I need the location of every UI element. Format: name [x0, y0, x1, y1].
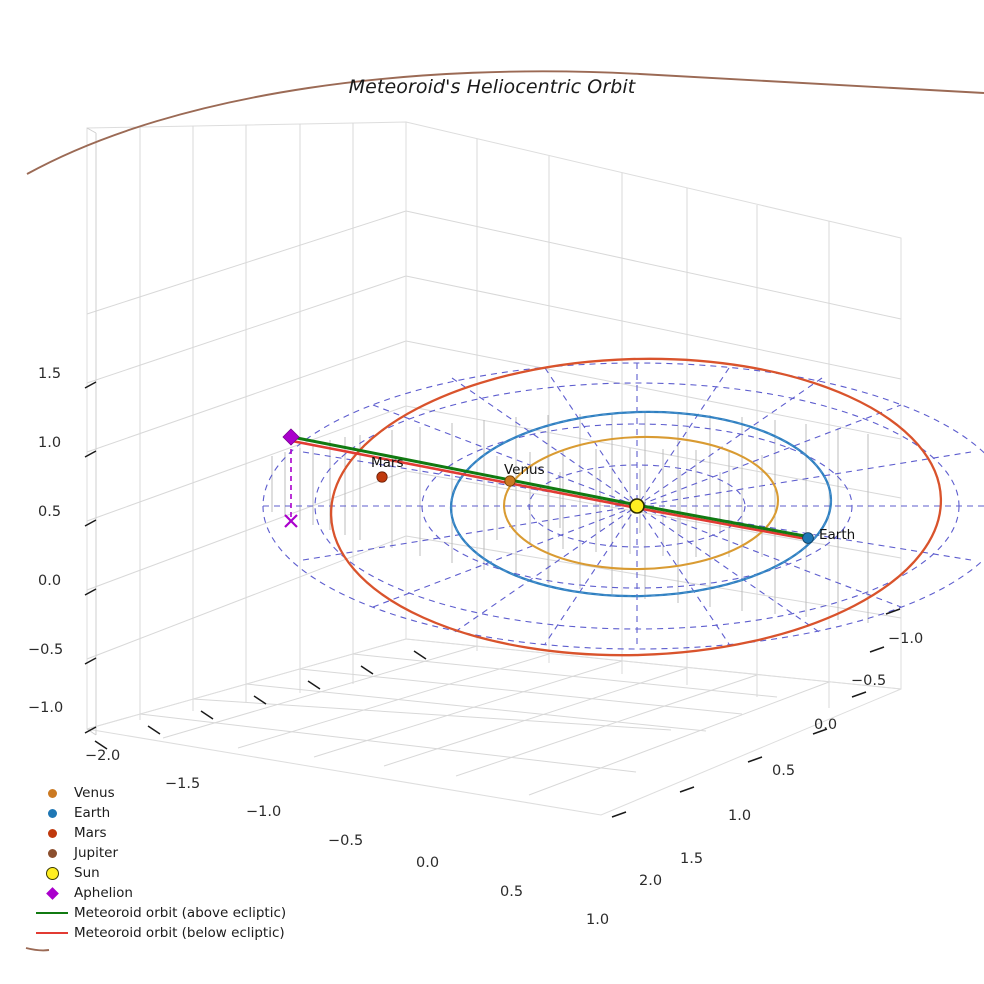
ztick-0: 1.5 [38, 366, 62, 382]
axes-panes [86, 121, 902, 816]
legend-item-earth[interactable]: Earth [30, 803, 330, 823]
xtick-0: −2.0 [85, 748, 121, 764]
earth-dot-icon [30, 808, 74, 818]
pane-back-left [86, 121, 407, 730]
legend-label-venus: Venus [74, 785, 115, 801]
ztick-1: 1.0 [38, 435, 62, 451]
venus-dot-icon [30, 788, 74, 798]
ztick-4: −0.5 [28, 642, 64, 658]
legend-label-aphelion: Aphelion [74, 885, 133, 901]
legend-label-jupiter: Jupiter [74, 845, 119, 861]
earth-orbit [449, 410, 833, 598]
xtick-1: −1.5 [165, 776, 201, 792]
aphelion-marker [282, 428, 300, 446]
ytick-5: −0.5 [851, 673, 887, 689]
ytick-1: 1.5 [680, 851, 704, 867]
axis-struts [86, 127, 97, 736]
label-mars: Mars [371, 455, 404, 471]
aphelion-ground-x [284, 514, 298, 528]
ztick-3: 0.0 [38, 573, 62, 589]
xtick-4: 0.0 [416, 855, 440, 871]
tick-marks [84, 381, 901, 818]
ytick-3: 0.5 [772, 763, 796, 779]
ytick-0: 2.0 [639, 873, 663, 889]
legend-item-mars[interactable]: Mars [30, 823, 330, 843]
green-line-icon [30, 912, 74, 914]
pane-floor [86, 638, 902, 816]
aphelion-group [282, 428, 300, 528]
sun-dot-icon [30, 866, 74, 880]
page-title: Meteoroid's Heliocentric Orbit [348, 76, 636, 98]
legend-label-earth: Earth [74, 805, 111, 821]
xtick-3: −0.5 [328, 833, 364, 849]
red-line-icon [30, 932, 74, 934]
mars-orbit [329, 357, 943, 657]
meteoroid-orbit-below [290, 439, 814, 542]
earth-marker [802, 532, 814, 544]
mars-marker [376, 471, 388, 483]
ytick-4: 0.0 [814, 717, 838, 733]
ytick-6: −1.0 [888, 631, 924, 647]
jupiter-orbit [25, 70, 984, 952]
venus-marker [504, 475, 516, 487]
aphelion-diamond-icon [30, 886, 74, 900]
label-earth: Earth [819, 527, 856, 543]
legend-label-mars: Mars [74, 825, 107, 841]
ztick-5: −1.0 [28, 700, 64, 716]
xtick-6: 1.0 [586, 912, 610, 928]
sun-marker [629, 498, 645, 514]
mars-dot-icon [30, 828, 74, 838]
legend-item-sun[interactable]: Sun [30, 863, 330, 883]
xtick-2: −1.0 [246, 804, 282, 820]
body-markers [376, 471, 814, 544]
pane-back-right [405, 121, 902, 708]
legend-label-meteoroid-below: Meteoroid orbit (below ecliptic) [74, 925, 285, 941]
venus-orbit [502, 435, 780, 571]
ytick-2: 1.0 [728, 808, 752, 824]
xtick-5: 0.5 [500, 884, 524, 900]
legend-label-meteoroid-above: Meteoroid orbit (above ecliptic) [74, 905, 287, 921]
legend-item-venus[interactable]: Venus [30, 783, 330, 803]
legend: Venus Earth Mars Jupiter Sun Apheli [30, 783, 330, 943]
legend-item-aphelion[interactable]: Aphelion [30, 883, 330, 903]
legend-item-meteoroid-above[interactable]: Meteoroid orbit (above ecliptic) [30, 903, 330, 923]
legend-item-meteoroid-below[interactable]: Meteoroid orbit (below ecliptic) [30, 923, 330, 943]
legend-label-sun: Sun [74, 865, 100, 881]
ztick-2: 0.5 [38, 504, 62, 520]
jupiter-dot-icon [30, 848, 74, 858]
label-venus: Venus [504, 462, 545, 478]
legend-item-jupiter[interactable]: Jupiter [30, 843, 330, 863]
